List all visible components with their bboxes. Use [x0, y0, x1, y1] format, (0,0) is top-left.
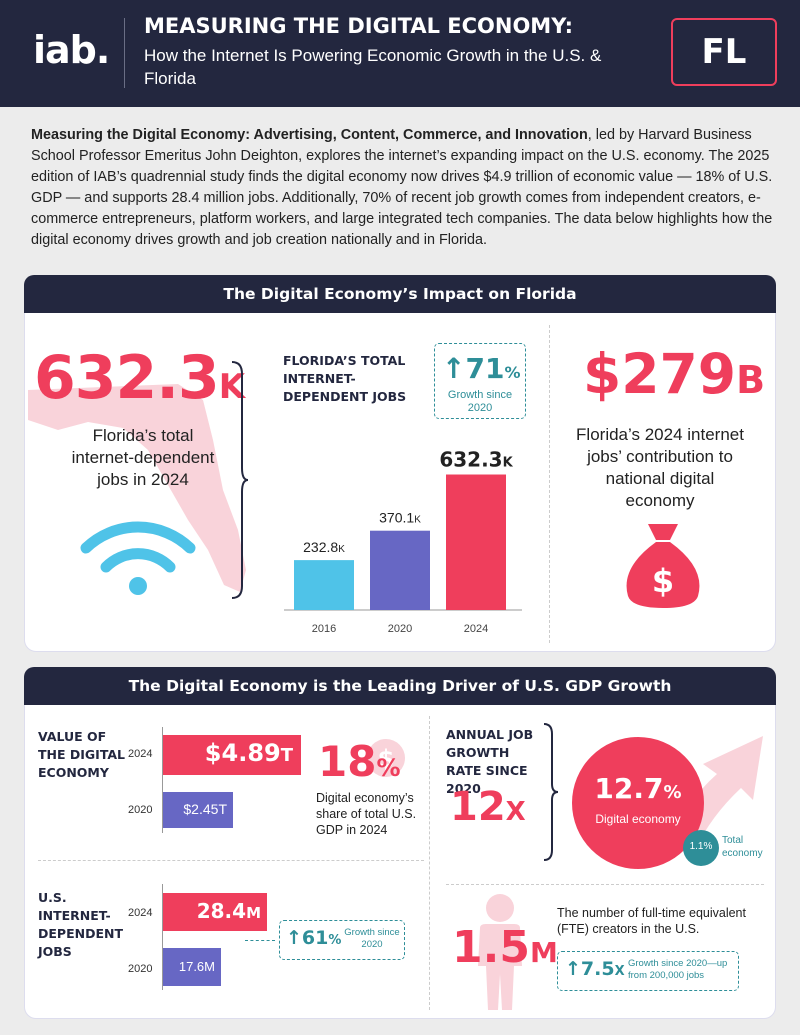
- creators-label: The number of full-time equivalent (FTE)…: [557, 906, 746, 936]
- jobs-2024-label: 28.4M: [196, 899, 261, 923]
- section2-hdivider-left: [38, 860, 424, 861]
- jobs-connector-arrow: [245, 940, 275, 941]
- value-2024-label: $4.89T: [204, 739, 293, 767]
- page-title: MEASURING THE DIGITAL ECONOMY:: [144, 14, 573, 38]
- page-subtitle: How the Internet Is Powering Economic Gr…: [144, 46, 602, 88]
- jobs-axis-line: [162, 884, 163, 990]
- digital-rate-label: Digital economy: [595, 812, 681, 826]
- brace-divider: [231, 361, 249, 599]
- bar-value-label-2020: 370.1K: [379, 510, 421, 526]
- digital-rate-circle: [572, 737, 704, 869]
- jobs-growth-label: Growth since 2020: [344, 927, 400, 950]
- chart-title: FLORIDA’S TOTAL INTERNET-DEPENDENT JOBS: [283, 353, 407, 404]
- creators-growth-value: ↑7.5X: [565, 958, 625, 980]
- jobs-growth-value: ↑61%: [286, 927, 342, 949]
- section2-hdivider-right: [446, 884, 764, 885]
- jobs-2020-label: 17.6M: [178, 959, 215, 974]
- jobs-growth-box: ↑61% Growth since 2020: [279, 920, 405, 960]
- bar-value-label-2016: 232.8K: [303, 539, 345, 555]
- value-2020-label: $2.45T: [183, 801, 227, 817]
- bar-2020: [370, 530, 430, 610]
- value-2024-year: 2024: [128, 748, 153, 760]
- value-title: VALUE OF THE DIGITAL ECONOMY: [38, 729, 126, 780]
- value-axis-line: [162, 727, 163, 833]
- money-bag-icon: $: [626, 524, 700, 608]
- dollar-circle-icon: $: [367, 739, 405, 777]
- iab-logo: iab.: [33, 28, 110, 72]
- creators-growth-label: Growth since 2020—up from 200,000 jobs: [628, 958, 728, 981]
- gdp-share-label: Digital economy’s share of total U.S. GD…: [316, 791, 417, 837]
- bar-value-label-2024: 632.3K: [439, 448, 513, 472]
- digital-rate-value: 12.7%: [594, 772, 682, 805]
- total-rate-value: 1.1%: [689, 841, 713, 852]
- annual-brace: [543, 723, 559, 861]
- up-arrow-icon: ↑: [565, 958, 581, 980]
- total-rate-circle: [683, 830, 719, 866]
- florida-map-shape: [28, 384, 246, 592]
- dollar-circle-symbol: $: [378, 745, 395, 773]
- person-icon: [478, 894, 522, 1010]
- gdp-share-value: 18%: [318, 737, 401, 786]
- jobs-2020-year: 2020: [128, 963, 153, 975]
- money-bag-symbol: $: [652, 562, 674, 600]
- growth-71-box: ↑71% Growth since 2020: [434, 343, 526, 419]
- contribution-value: $279B: [583, 342, 766, 406]
- category-label-2020: 2020: [388, 623, 412, 635]
- value-2020-bar: $2.45T: [163, 792, 233, 828]
- jobs-2020-bar: 17.6M: [163, 948, 221, 986]
- jobs-2024-year: 2024: [128, 907, 153, 919]
- value-2020-year: 2020: [128, 804, 153, 816]
- value-2024-bar: $4.89T: [163, 735, 301, 775]
- florida-jobs-value: 632.3K: [34, 343, 245, 413]
- bar-2016: [294, 560, 354, 610]
- growth-71-value: ↑71%: [442, 352, 521, 385]
- up-arrow-icon: ↑: [442, 352, 466, 385]
- total-rate-label: Total economy: [722, 835, 763, 859]
- intro-text: , led by Harvard Business School Profess…: [31, 127, 773, 248]
- annual-multiple: 12X: [450, 784, 526, 830]
- jobs-title: U.S. INTERNET-DEPENDENT JOBS: [38, 890, 123, 959]
- wifi-icon: [80, 521, 196, 595]
- section2-title: The Digital Economy is the Leading Drive…: [24, 667, 776, 705]
- intro-bold: Measuring the Digital Economy: Advertisi…: [31, 127, 588, 143]
- contribution-label: Florida’s 2024 internet jobs’ contributi…: [576, 425, 744, 510]
- category-label-2016: 2016: [312, 623, 336, 635]
- header-divider: [124, 18, 125, 88]
- intro-paragraph: Measuring the Digital Economy: Advertisi…: [31, 125, 776, 251]
- jobs-2024-bar: 28.4M: [163, 893, 267, 931]
- annual-title: ANNUAL JOB GROWTH RATE SINCE 2020: [446, 727, 534, 796]
- jobs-bar-chart: 232.8K 2016 370.1K 2020 632.3K 2024: [284, 448, 522, 635]
- section1-title: The Digital Economy’s Impact on Florida: [24, 275, 776, 313]
- section2-vdivider: [429, 716, 430, 1010]
- creators-growth-box: ↑7.5X Growth since 2020—up from 200,000 …: [557, 951, 739, 991]
- section1-divider: [549, 325, 550, 643]
- category-label-2024: 2024: [464, 623, 488, 635]
- header: iab. MEASURING THE DIGITAL ECONOMY: How …: [0, 0, 800, 107]
- creators-value: 1.5M: [452, 922, 558, 973]
- up-arrow-icon: ↑: [286, 927, 302, 949]
- state-badge: FL: [671, 18, 777, 86]
- florida-jobs-label: Florida’s total internet-dependent jobs …: [71, 426, 215, 489]
- bar-2024: [446, 474, 506, 610]
- growth-71-label: Growth since 2020: [447, 389, 513, 414]
